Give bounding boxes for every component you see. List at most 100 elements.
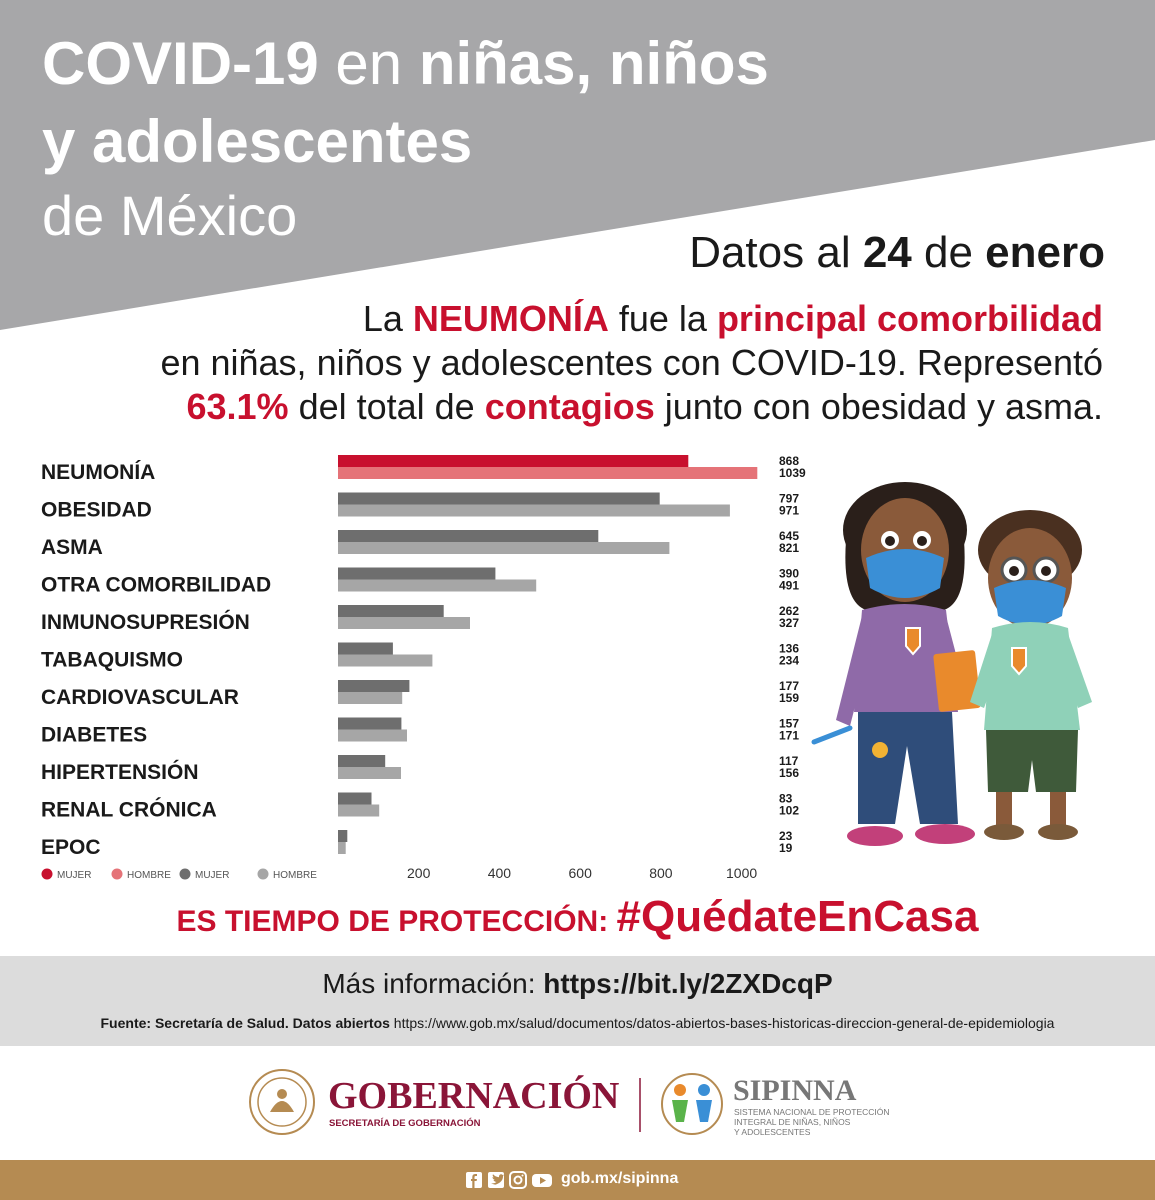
value-label-hombre: 159 xyxy=(779,691,799,705)
value-label-hombre: 971 xyxy=(779,504,799,518)
bar-mujer xyxy=(338,567,496,580)
category-label: ASMA xyxy=(41,536,103,559)
legend-label: HOMBRE xyxy=(127,870,171,881)
value-label-hombre: 234 xyxy=(779,654,799,668)
legend-marker xyxy=(179,868,191,880)
sipinna-sub-2: INTEGRAL DE NIÑAS, NIÑOS xyxy=(734,1117,851,1127)
tagline-hashtag: #QuédateEnCasa xyxy=(616,892,979,941)
bar-hombre xyxy=(338,804,380,817)
logos-row: GOBERNACIÓN SECRETARÍA DE GOBERNACIÓN SI… xyxy=(249,1069,890,1137)
value-label-mujer: 177 xyxy=(779,679,799,693)
category-label: HIPERTENSIÓN xyxy=(41,760,199,784)
info-band xyxy=(0,956,1155,1046)
footer-bar xyxy=(0,1160,1155,1200)
bar-mujer xyxy=(338,830,348,842)
tagline: ES TIEMPO DE PROTECCIÓN: #QuédateEnCasa xyxy=(0,892,1155,942)
intro-text: La xyxy=(362,298,413,339)
value-label-mujer: 645 xyxy=(779,529,799,543)
bar-mujer xyxy=(338,680,410,692)
category-label: OBESIDAD xyxy=(41,499,152,522)
more-info: Más información: https://bit.ly/2ZXDcqP xyxy=(0,968,1155,1000)
category-label: DIABETES xyxy=(41,724,147,747)
tagline-prefix: ES TIEMPO DE PROTECCIÓN: xyxy=(176,905,617,938)
intro-contagios: contagios xyxy=(484,386,655,427)
intro-neumonia: NEUMONÍA xyxy=(412,298,609,339)
bar-mujer xyxy=(338,755,386,767)
x-tick-label: 600 xyxy=(569,865,593,881)
value-label-hombre: 102 xyxy=(779,804,799,818)
date-mid: de xyxy=(911,228,986,277)
source-label: Fuente: Secretaría de Salud. Datos abier… xyxy=(100,1015,390,1031)
sipinna-name: SIPINNA xyxy=(733,1074,857,1107)
title-en: en xyxy=(318,30,419,97)
intro-line-3: 63.1% del total de contagios junto con o… xyxy=(186,386,1103,428)
legend-marker xyxy=(41,868,53,880)
bar-hombre xyxy=(338,729,407,742)
bar-hombre xyxy=(338,504,730,517)
category-label: RENAL CRÓNICA xyxy=(41,798,217,822)
more-info-link[interactable]: https://bit.ly/2ZXDcqP xyxy=(543,968,833,999)
footer-url[interactable]: gob.mx/sipinna xyxy=(561,1170,679,1187)
bar-mujer xyxy=(338,455,689,467)
boy-figure-icon xyxy=(970,510,1092,840)
title-ninas-ninos: niñas, niños xyxy=(418,30,769,97)
category-label: OTRA COMORBILIDAD xyxy=(41,574,271,597)
bar-mujer xyxy=(338,642,393,655)
legend-label: HOMBRE xyxy=(273,870,317,881)
x-tick-label: 1000 xyxy=(726,865,757,881)
twitter-icon[interactable] xyxy=(488,1172,504,1188)
x-tick-label: 800 xyxy=(649,865,673,881)
title-line-1: COVID-19 en niñas, niños xyxy=(42,34,769,94)
sipinna-sub-3: Y ADOLESCENTES xyxy=(734,1127,811,1137)
value-label-mujer: 23 xyxy=(779,829,793,843)
value-label-mujer: 390 xyxy=(779,567,799,581)
instagram-icon[interactable] xyxy=(509,1171,527,1189)
intro-percent: 63.1% xyxy=(186,386,289,427)
bar-hombre xyxy=(338,467,758,479)
bar-mujer xyxy=(338,717,402,730)
more-info-label: Más información: xyxy=(322,968,544,999)
intro-text: fue la xyxy=(608,298,717,339)
value-label-mujer: 797 xyxy=(779,492,799,506)
legend-label: MUJER xyxy=(57,870,91,881)
date-day: 24 xyxy=(862,228,912,277)
value-label-mujer: 136 xyxy=(779,642,799,656)
value-label-mujer: 868 xyxy=(779,454,799,468)
title-line-3: de México xyxy=(42,184,298,247)
value-label-hombre: 156 xyxy=(779,766,799,780)
bar-hombre xyxy=(338,617,470,629)
legend-marker xyxy=(257,868,269,880)
category-label: CARDIOVASCULAR xyxy=(41,686,239,709)
title-covid: COVID-19 xyxy=(42,30,319,97)
bar-hombre xyxy=(338,692,403,704)
value-label-hombre: 491 xyxy=(779,579,799,593)
social-icons xyxy=(466,1171,552,1189)
x-tick-label: 400 xyxy=(488,865,512,881)
intro-principal: principal comorbilidad xyxy=(716,298,1103,339)
value-label-hombre: 1039 xyxy=(779,466,806,480)
children-illustration xyxy=(811,482,1092,846)
bar-hombre xyxy=(338,579,537,592)
bar-hombre xyxy=(338,842,346,854)
youtube-icon[interactable] xyxy=(532,1174,552,1187)
bar-hombre xyxy=(338,767,401,779)
source-line: Fuente: Secretaría de Salud. Datos abier… xyxy=(0,1015,1155,1031)
date-prefix: Datos al xyxy=(689,228,863,277)
category-label: TABAQUISMO xyxy=(41,649,183,672)
header-banner xyxy=(0,0,1155,330)
gobernacion-sub: SECRETARÍA DE GOBERNACIÓN xyxy=(329,1117,481,1129)
girl-figure-icon xyxy=(811,482,981,846)
source-link[interactable]: https://www.gob.mx/salud/documentos/dato… xyxy=(389,1015,1055,1031)
bar-mujer xyxy=(338,605,444,617)
legend-marker xyxy=(111,868,123,880)
bar-mujer xyxy=(338,792,372,805)
value-label-hombre: 171 xyxy=(779,729,799,743)
mexico-seal-icon xyxy=(249,1069,315,1135)
facebook-icon[interactable] xyxy=(466,1172,482,1188)
title-line-2: y adolescentes xyxy=(42,108,473,175)
intro-line-2: en niñas, niños y adolescentes con COVID… xyxy=(160,342,1103,383)
value-label-mujer: 83 xyxy=(779,792,793,806)
category-label: INMUNOSUPRESIÓN xyxy=(41,610,250,634)
value-label-hombre: 327 xyxy=(779,616,799,630)
